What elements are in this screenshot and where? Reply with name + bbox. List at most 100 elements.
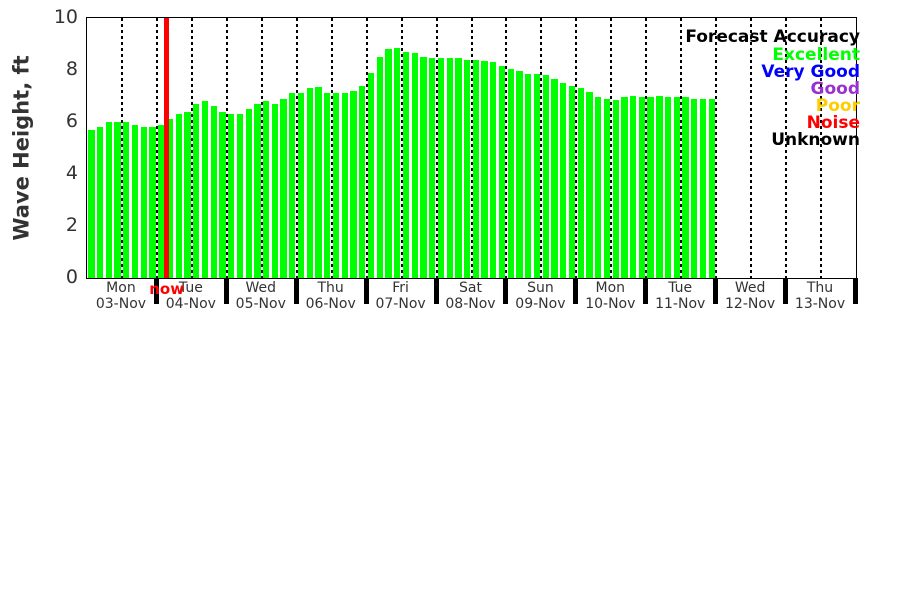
half-day-divider <box>750 18 753 278</box>
bar <box>621 97 628 278</box>
bar <box>560 83 567 278</box>
bar <box>507 68 514 278</box>
half-day-divider <box>400 18 403 278</box>
x-axis-day-name: Tue <box>178 280 203 296</box>
plot-inner <box>87 18 856 278</box>
x-axis-day-name: Sat <box>459 280 482 296</box>
bar <box>88 129 95 278</box>
x-day-tick <box>293 278 299 304</box>
x-axis-day-label: Sat 08-Nov <box>445 280 495 312</box>
bar <box>201 101 209 278</box>
bar <box>429 58 436 278</box>
bar <box>708 98 715 278</box>
day-divider <box>365 18 368 278</box>
x-axis-day-label: Fri 07-Nov <box>375 280 425 312</box>
x-axis-day-label: Wed 05-Nov <box>236 280 286 312</box>
bar <box>140 127 147 278</box>
y-tick-label: 2 <box>65 214 78 236</box>
x-axis-day-label: Mon 03-Nov <box>96 280 146 312</box>
bar <box>289 93 296 278</box>
x-axis-day-date: 06-Nov <box>305 296 356 312</box>
bar <box>297 93 305 278</box>
bar <box>630 96 637 278</box>
half-day-divider <box>470 18 473 278</box>
bar <box>455 58 462 278</box>
x-axis-day-date: 11-Nov <box>655 296 706 312</box>
bar <box>411 53 418 278</box>
half-day-divider <box>330 18 333 278</box>
x-day-tick <box>503 278 509 304</box>
x-axis-day-date: 13-Nov <box>794 296 846 312</box>
x-axis-day-label: Sun 09-Nov <box>515 280 565 312</box>
x-day-tick <box>433 278 439 304</box>
day-divider <box>645 18 648 278</box>
bar <box>699 98 707 278</box>
bar <box>262 101 270 278</box>
now-label: now <box>149 280 185 298</box>
legend-item-poor: Poor <box>815 96 860 116</box>
x-axis-day-name: Thu <box>806 280 834 296</box>
bar <box>158 124 165 278</box>
bar <box>376 57 383 278</box>
y-tick-label: 6 <box>65 110 78 132</box>
bar <box>271 103 279 278</box>
legend-item-excellent: Excellent <box>772 45 860 65</box>
x-axis-day-label: Wed 12-Nov <box>725 280 775 312</box>
bar <box>149 127 156 278</box>
x-axis-day-name: Wed <box>245 280 277 296</box>
bar <box>315 86 322 278</box>
x-day-tick <box>153 278 159 304</box>
bar <box>306 88 313 278</box>
bar <box>245 109 252 278</box>
bar <box>96 127 104 278</box>
x-axis-day-date: 12-Nov <box>725 296 776 312</box>
bar <box>341 93 348 278</box>
bar <box>193 103 200 278</box>
bar <box>367 72 375 278</box>
bar <box>603 98 611 278</box>
bar <box>184 111 191 278</box>
half-day-divider <box>190 18 193 278</box>
x-day-tick <box>783 278 789 304</box>
bar <box>551 79 558 278</box>
legend-title: Forecast Accuracy <box>685 27 860 47</box>
x-axis-day-date: 08-Nov <box>445 296 496 312</box>
bar <box>656 96 663 278</box>
bar <box>498 66 506 278</box>
y-tick-label: 0 <box>65 266 78 288</box>
y-tick-label: 4 <box>65 162 78 184</box>
day-divider <box>225 18 228 278</box>
legend-item-noise: Noise <box>806 113 860 133</box>
x-axis-day-date: 03-Nov <box>95 296 147 312</box>
half-day-divider <box>680 18 683 278</box>
bar <box>525 73 532 278</box>
bar <box>586 92 593 278</box>
x-day-tick <box>573 278 579 304</box>
bar <box>394 47 401 278</box>
half-day-divider <box>260 18 263 278</box>
day-divider <box>505 18 508 278</box>
x-axis-day-label: Tue 04-Nov <box>166 280 216 312</box>
bar <box>166 119 174 278</box>
bar <box>612 99 619 278</box>
x-axis-day-date: 10-Nov <box>585 296 636 312</box>
x-day-tick <box>713 278 719 304</box>
bar <box>420 57 427 278</box>
x-axis-day-date: 04-Nov <box>165 296 216 312</box>
x-axis-day-name: Thu <box>317 280 344 296</box>
x-day-tick <box>223 278 229 304</box>
x-axis-day-date: 09-Nov <box>515 296 566 312</box>
x-axis-day-label: Mon 10-Nov <box>585 280 635 312</box>
x-axis-day-name: Tue <box>668 280 693 296</box>
bar <box>691 98 698 278</box>
bar <box>114 122 121 278</box>
x-axis-day-date: 05-Nov <box>235 296 286 312</box>
bar <box>577 88 584 278</box>
bar <box>123 122 130 278</box>
bar <box>673 97 680 278</box>
bar <box>385 49 392 278</box>
x-axis-day-label: Thu 06-Nov <box>306 280 356 312</box>
bar <box>350 90 357 278</box>
x-axis-day-label: Tue 11-Nov <box>655 280 705 312</box>
